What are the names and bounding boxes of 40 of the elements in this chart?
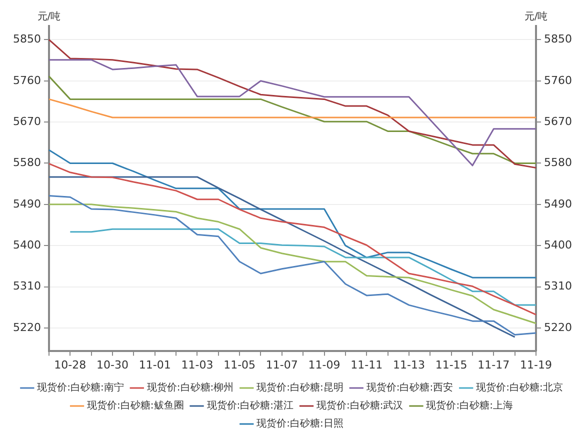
y2-tick-label: 5580 bbox=[544, 156, 572, 170]
x-tick-label: 11-09 bbox=[308, 358, 340, 372]
y2-tick-label: 5850 bbox=[544, 32, 572, 46]
x-tick-label: 11-17 bbox=[478, 358, 510, 372]
y-tick-label: 5220 bbox=[12, 320, 41, 334]
x-tick-label: 11-01 bbox=[138, 358, 171, 372]
y-tick-label: 5490 bbox=[12, 197, 41, 210]
y-tick-label: 5580 bbox=[12, 156, 41, 170]
y-tick-label: 5760 bbox=[12, 74, 41, 87]
y-tick-label: 5310 bbox=[12, 280, 41, 293]
y-tick-label: 5400 bbox=[12, 238, 41, 252]
y2-tick-label: 5310 bbox=[544, 280, 572, 293]
legend-label: 现货价:白砂糖:日照 bbox=[256, 418, 344, 430]
legend-label: 现货价:白砂糖:昆明 bbox=[256, 382, 344, 394]
y2-tick-label: 5400 bbox=[544, 238, 572, 252]
x-tick-label: 10-28 bbox=[54, 358, 86, 372]
x-tick-label: 11-07 bbox=[266, 358, 298, 372]
legend-label: 现货价:白砂糖:北京 bbox=[476, 382, 563, 394]
y-tick-label: 5670 bbox=[12, 114, 41, 128]
legend-label: 现货价:白砂糖:上海 bbox=[426, 400, 513, 412]
x-tick-label: 11-15 bbox=[435, 358, 468, 372]
y2-tick-label: 5760 bbox=[544, 74, 572, 87]
x-tick-label: 11-11 bbox=[350, 358, 383, 372]
y-axis-title: 元/吨 bbox=[37, 10, 61, 23]
y2-tick-label: 5670 bbox=[544, 114, 572, 128]
x-tick-label: 11-03 bbox=[181, 358, 214, 372]
y-tick-label: 5850 bbox=[12, 32, 41, 46]
legend-label: 现货价:白砂糖:湛江 bbox=[206, 400, 294, 412]
x-tick-label: 10-30 bbox=[96, 358, 128, 372]
y2-tick-label: 5490 bbox=[544, 197, 572, 210]
y2-tick-label: 5220 bbox=[544, 320, 572, 334]
legend-label: 现货价:白砂糖:柳州 bbox=[146, 382, 234, 394]
legend-label: 现货价:白砂糖:武汉 bbox=[316, 400, 404, 412]
legend-label: 现货价:白砂糖:鲅鱼圈 bbox=[87, 400, 184, 412]
x-tick-label: 11-05 bbox=[224, 358, 256, 372]
x-tick-label: 11-19 bbox=[520, 358, 552, 372]
legend-label: 现货价:白砂糖:南宁 bbox=[37, 382, 124, 394]
y2-axis-title: 元/吨 bbox=[524, 10, 548, 23]
x-tick-label: 11-13 bbox=[392, 358, 425, 372]
legend-label: 现货价:白砂糖:西安 bbox=[366, 382, 454, 394]
